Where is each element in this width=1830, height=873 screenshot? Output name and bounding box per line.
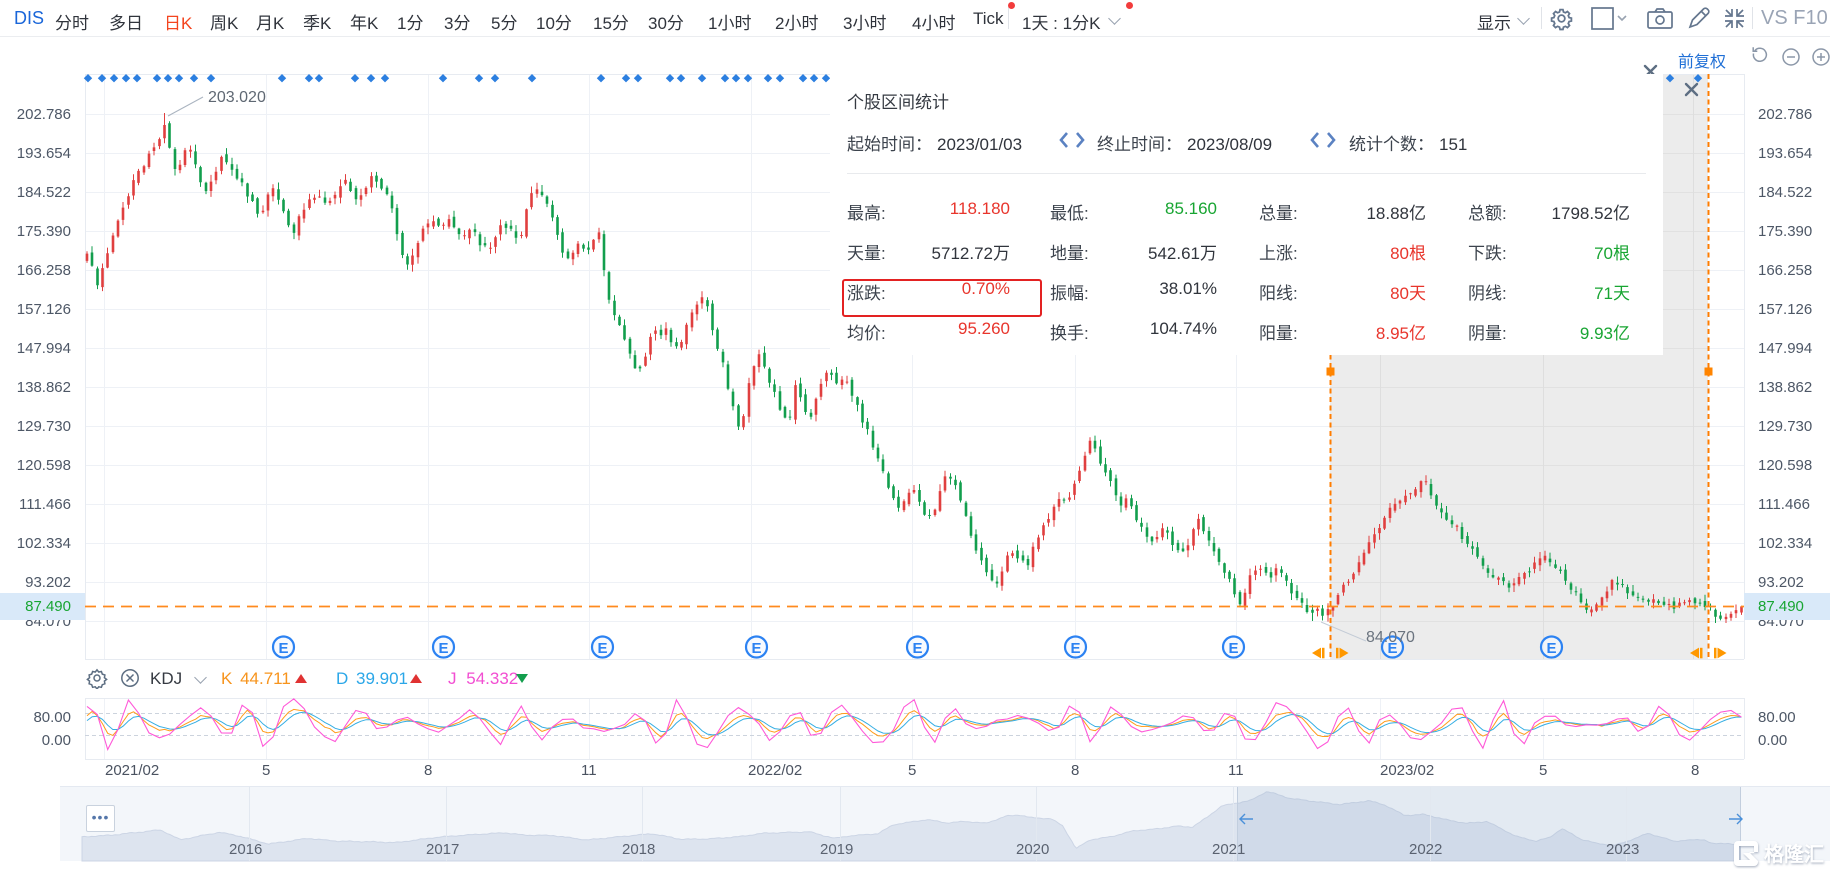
svg-text:E: E bbox=[597, 640, 607, 657]
svg-text:E: E bbox=[438, 640, 448, 657]
svg-text:E: E bbox=[912, 640, 922, 657]
svg-text:E: E bbox=[1387, 640, 1397, 657]
svg-text:E: E bbox=[1546, 640, 1556, 657]
svg-text:E: E bbox=[751, 640, 761, 657]
svg-text:格隆汇: 格隆汇 bbox=[1764, 842, 1824, 866]
svg-text:E: E bbox=[1228, 640, 1238, 657]
svg-text:E: E bbox=[1070, 640, 1080, 657]
svg-text:E: E bbox=[278, 640, 288, 657]
